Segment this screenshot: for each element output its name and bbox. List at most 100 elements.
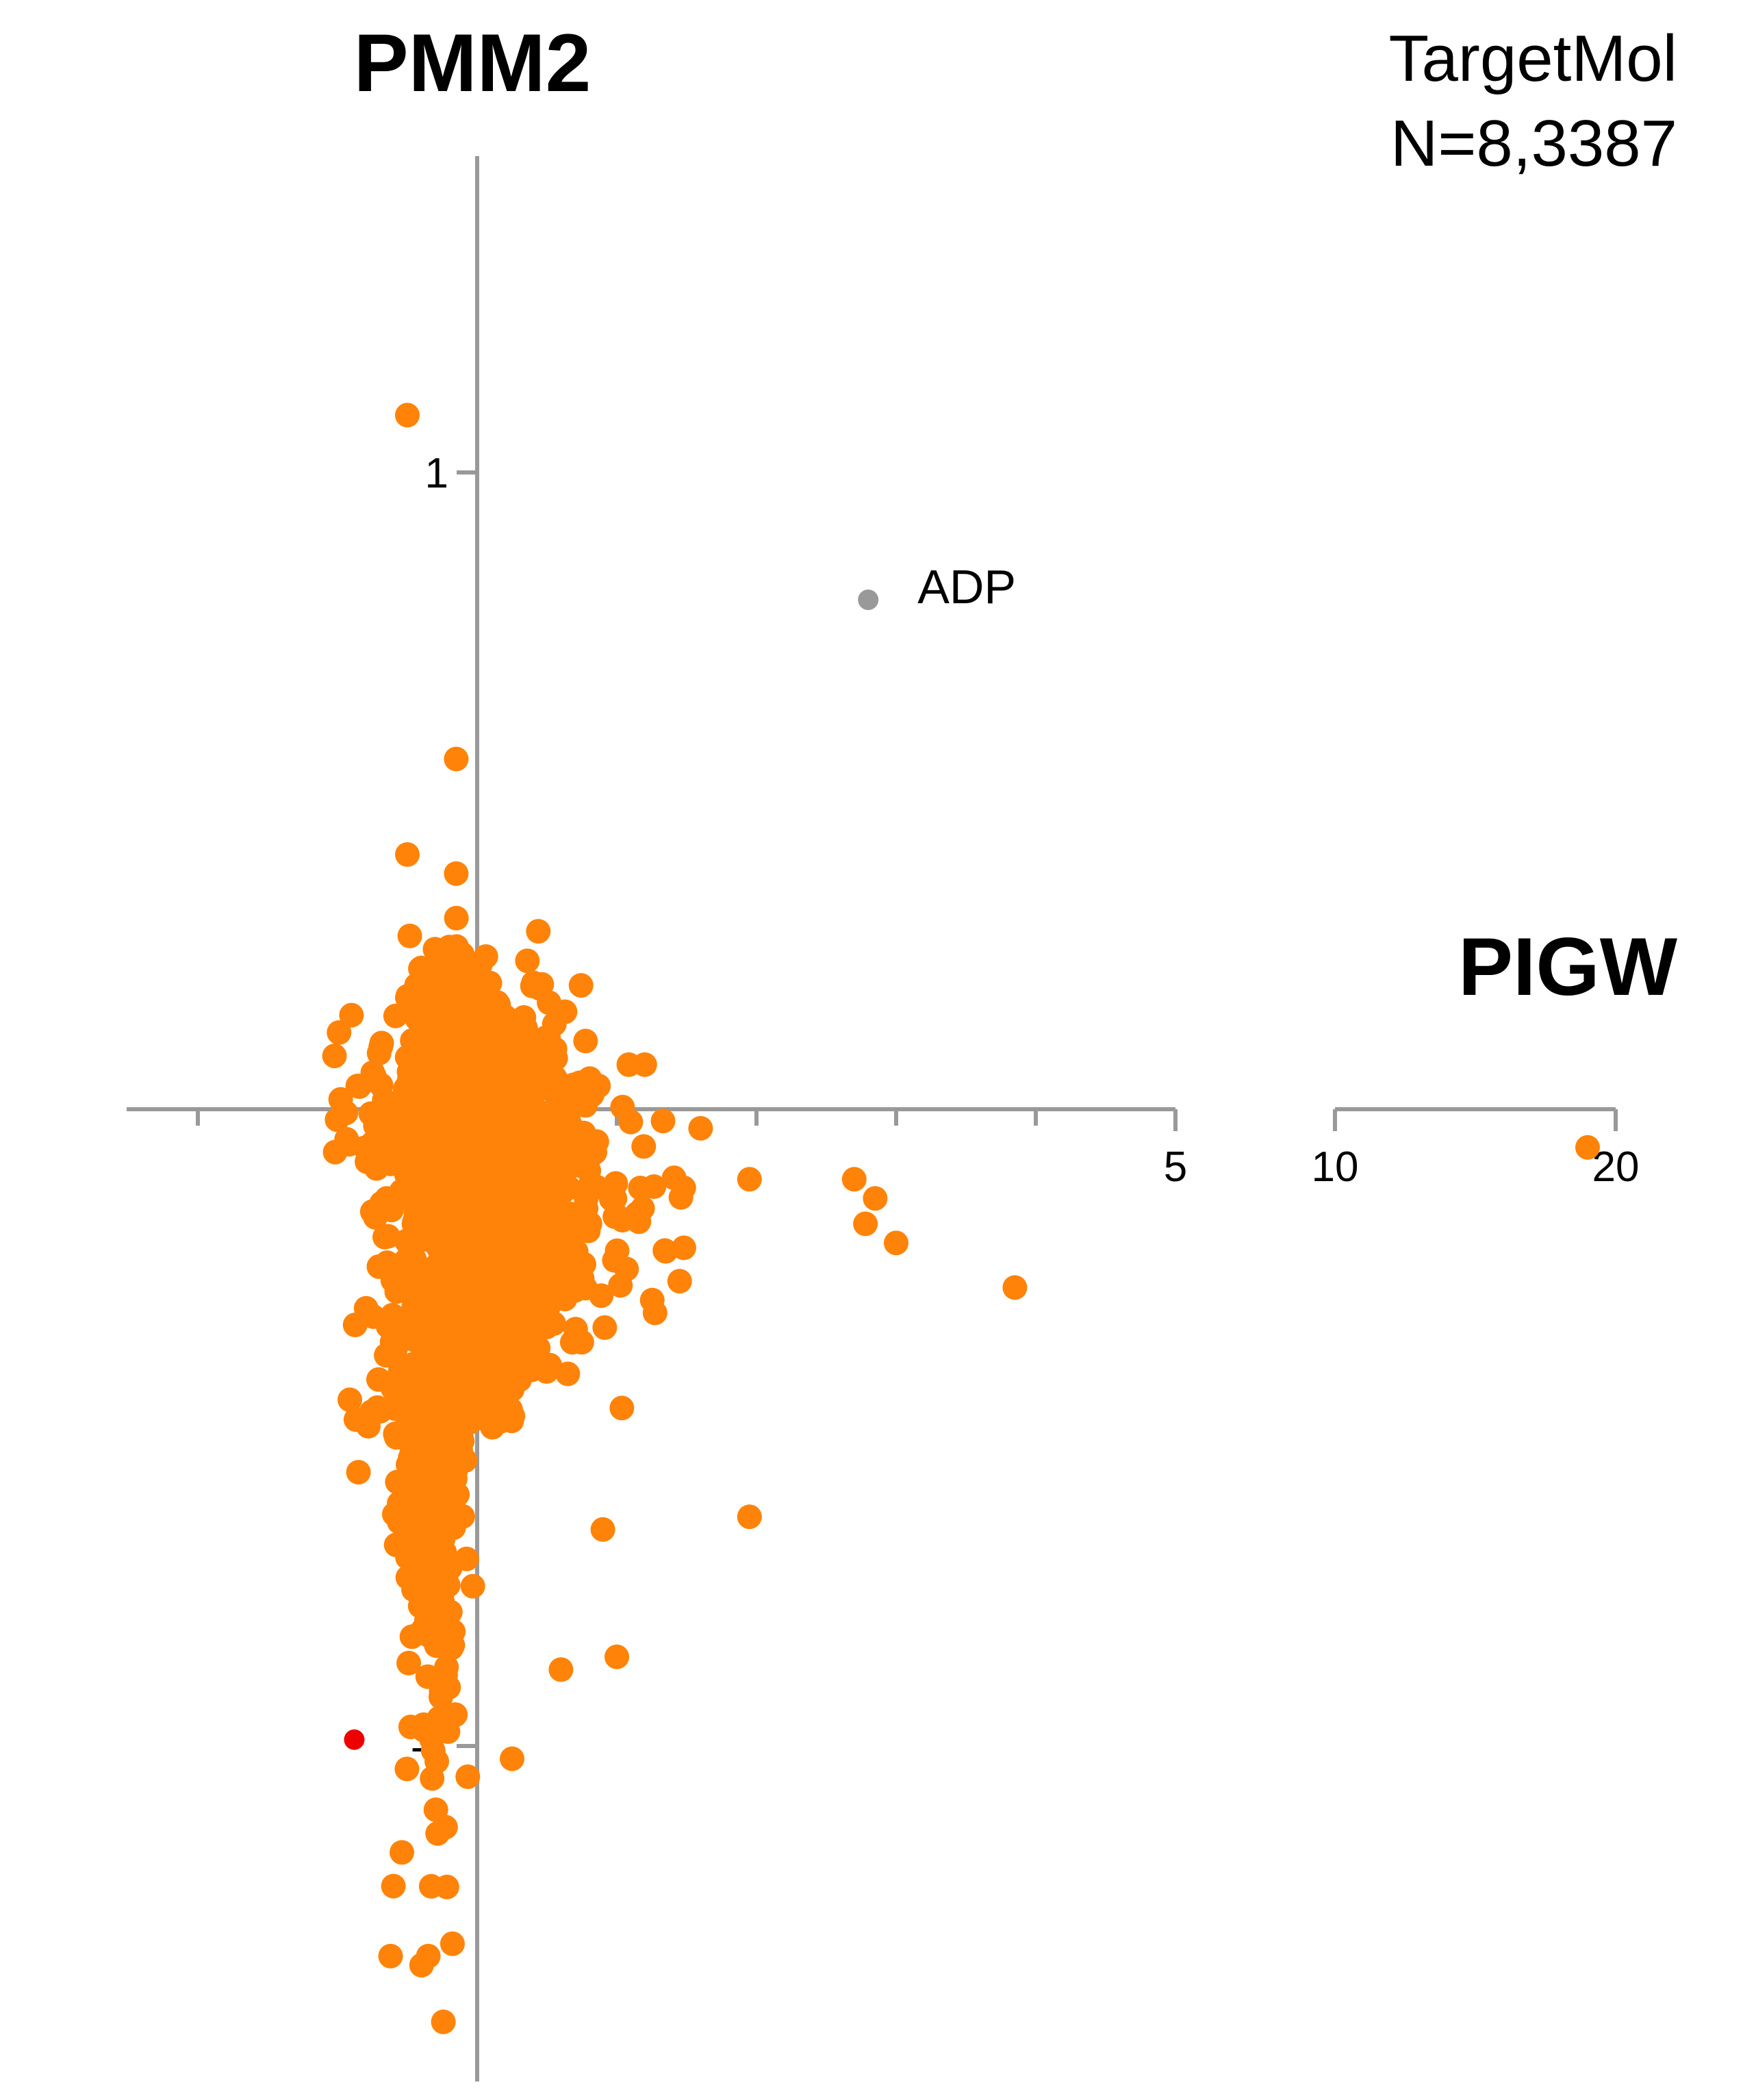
data-point	[575, 1148, 600, 1173]
data-point	[409, 955, 434, 981]
data-point	[419, 1196, 444, 1221]
data-point	[359, 1199, 385, 1224]
data-point	[489, 1328, 515, 1353]
data-point	[489, 1111, 514, 1137]
data-point	[440, 1931, 465, 1956]
data-point	[444, 1175, 469, 1200]
data-point	[412, 1345, 437, 1371]
data-point	[390, 1840, 415, 1865]
data-point	[423, 1797, 448, 1823]
data-point	[327, 1020, 352, 1045]
data-point	[568, 973, 594, 998]
data-point	[334, 1126, 359, 1152]
data-point	[513, 1324, 538, 1350]
data-point	[395, 403, 420, 428]
data-point	[884, 1230, 908, 1256]
data-point	[394, 1756, 420, 1782]
data-point	[464, 1137, 489, 1162]
data-point	[365, 1395, 390, 1420]
data-point	[561, 1072, 587, 1098]
data-point	[650, 1109, 676, 1134]
data-point	[416, 1943, 441, 1969]
data-point	[841, 1167, 867, 1192]
data-point	[667, 1269, 692, 1294]
data-point	[542, 1011, 567, 1037]
data-point	[425, 995, 450, 1020]
data-point	[360, 1060, 385, 1085]
data-point	[395, 842, 420, 867]
y-tick-label: 1	[425, 450, 448, 497]
data-point	[445, 1421, 470, 1447]
data-point	[466, 1017, 491, 1042]
data-point	[605, 1644, 629, 1669]
point-label: ADP	[917, 560, 1016, 613]
x-tick-label: 20	[1592, 1143, 1640, 1191]
data-point	[366, 1041, 392, 1066]
data-point	[405, 1432, 430, 1457]
data-point	[548, 1111, 573, 1136]
data-point	[383, 1396, 408, 1421]
data-point	[688, 1115, 713, 1141]
data-point	[421, 1271, 446, 1296]
data-point	[328, 1087, 353, 1112]
y-axis-label: PMM2	[354, 17, 591, 109]
data-point	[339, 1002, 364, 1028]
data-point	[566, 1329, 591, 1354]
data-point	[584, 1174, 609, 1200]
x-axis-label: PIGW	[1458, 921, 1678, 1013]
data-point	[500, 1746, 524, 1771]
data-point	[468, 952, 493, 978]
data-point	[425, 1578, 450, 1604]
data-point	[1575, 1135, 1600, 1160]
data-point	[439, 1485, 464, 1510]
data-point	[512, 1160, 537, 1185]
data-point	[631, 1134, 657, 1159]
data-point	[652, 1238, 678, 1263]
count-annotation: N=8,3387	[1390, 107, 1677, 180]
data-point	[444, 746, 469, 772]
data-point	[448, 1219, 474, 1244]
data-point	[555, 1361, 581, 1387]
data-point	[661, 1165, 687, 1191]
data-point	[420, 1738, 446, 1763]
data-point	[415, 1306, 440, 1332]
data-point	[522, 1135, 548, 1161]
data-point	[522, 1302, 547, 1327]
data-point	[412, 1227, 437, 1252]
x-tick-label: 10	[1312, 1143, 1359, 1191]
data-point	[573, 1028, 598, 1054]
data-point	[474, 1204, 499, 1229]
data-point	[462, 1282, 487, 1307]
data-point	[515, 948, 540, 974]
data-point	[526, 919, 551, 944]
data-point	[632, 1052, 657, 1077]
data-point	[396, 1650, 422, 1675]
data-point	[737, 1504, 762, 1530]
data-point	[471, 1100, 496, 1125]
axis-labels: PMM2 PIGW TargetMol N=8,3387	[354, 17, 1678, 1013]
data-point	[605, 1238, 630, 1263]
data-point	[457, 1255, 483, 1280]
data-point	[609, 1395, 635, 1421]
data-point	[375, 1224, 400, 1249]
data-point	[546, 1282, 571, 1308]
data-point	[338, 1387, 363, 1413]
data-point	[392, 1185, 418, 1210]
data-point	[444, 861, 469, 886]
data-point	[517, 1196, 542, 1222]
data-point	[406, 1553, 431, 1578]
data-point	[571, 1252, 596, 1277]
data-point	[543, 1150, 568, 1175]
data-point	[853, 1211, 878, 1237]
data-point	[628, 1176, 653, 1201]
data-point	[550, 1180, 575, 1205]
data-point	[463, 1306, 488, 1332]
data-point	[463, 1042, 489, 1067]
data-point	[642, 1300, 667, 1326]
data-point	[515, 1095, 540, 1120]
data-point	[863, 1186, 888, 1211]
data-point	[380, 1302, 405, 1328]
data-point	[455, 1764, 481, 1789]
data-point	[548, 1657, 574, 1682]
